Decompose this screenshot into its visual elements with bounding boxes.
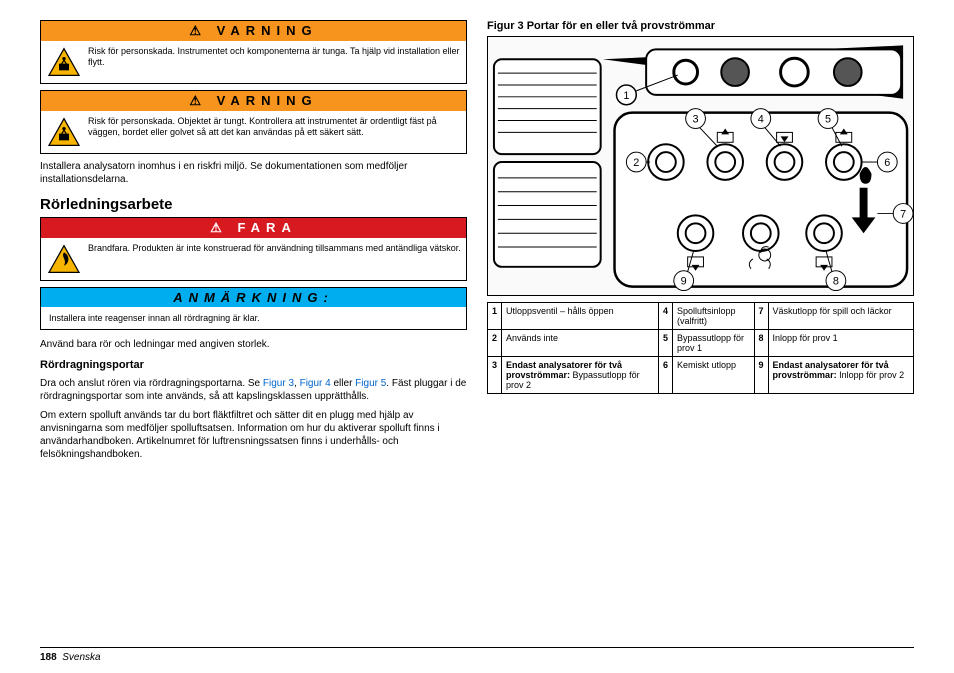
notice-header: ANMÄRKNING: <box>41 288 466 307</box>
page-language: Svenska <box>62 652 100 663</box>
ports-paragraph: Dra och anslut rören via rördragningspor… <box>40 377 467 403</box>
warning-header: ⚠ VARNING <box>41 21 466 41</box>
danger-text: Brandfara. Produkten är inte konstruerad… <box>88 243 461 254</box>
warning-box-1: ⚠ VARNING Risk för personskada. Instrume… <box>40 20 467 84</box>
subsection-heading-ports: Rördragningsportar <box>40 359 467 371</box>
notice-box: ANMÄRKNING: Installera inte reagenser in… <box>40 287 467 330</box>
warning-text: Risk för personskada. Instrumentet och k… <box>88 46 461 69</box>
page-footer: 188 Svenska <box>40 647 914 663</box>
svg-text:3: 3 <box>693 114 699 126</box>
warning-header: ⚠ VARNING <box>41 91 466 111</box>
danger-header: ⚠ FARA <box>41 218 466 238</box>
figure-3-diagram: 1 <box>487 36 914 296</box>
warning-box-2: ⚠ VARNING Risk för personskada. Objektet… <box>40 90 467 154</box>
svg-text:9: 9 <box>681 276 687 288</box>
warning-text: Risk för personskada. Objektet är tungt.… <box>88 116 461 139</box>
fire-hazard-icon <box>46 243 82 275</box>
install-text: Installera analysatorn inomhus i en risk… <box>40 160 467 186</box>
figure-title: Figur 3 Portar för en eller två provströ… <box>487 20 914 32</box>
purge-air-paragraph: Om extern spolluft används tar du bort f… <box>40 409 467 461</box>
link-figure-3[interactable]: Figur 3 <box>263 378 294 389</box>
svg-text:4: 4 <box>758 114 764 126</box>
figure-legend-table: 1Utloppsventil – hålls öppen 4Spolluftsi… <box>487 302 914 394</box>
svg-text:5: 5 <box>825 114 831 126</box>
heavy-object-icon <box>46 46 82 78</box>
pipe-size-text: Använd bara rör och ledningar med angive… <box>40 338 467 351</box>
svg-text:6: 6 <box>884 157 890 169</box>
notice-text: Installera inte reagenser innan all rörd… <box>41 307 466 329</box>
right-column: Figur 3 Portar för en eller två provströ… <box>487 20 914 647</box>
table-row: 3Endast analysatorer för två provströmma… <box>488 357 914 394</box>
danger-box: ⚠ FARA Brandfara. Produkten är inte kons… <box>40 217 467 281</box>
table-row: 2Används inte 5Bypassutlopp för prov 1 8… <box>488 330 914 357</box>
link-figure-4[interactable]: Figur 4 <box>300 378 331 389</box>
svg-text:8: 8 <box>833 276 839 288</box>
link-figure-5[interactable]: Figur 5 <box>355 378 386 389</box>
table-row: 1Utloppsventil – hålls öppen 4Spolluftsi… <box>488 303 914 330</box>
svg-text:1: 1 <box>623 90 629 102</box>
svg-text:7: 7 <box>900 208 906 220</box>
section-heading-plumbing: Rörledningsarbete <box>40 196 467 213</box>
page-number: 188 <box>40 652 57 663</box>
svg-text:2: 2 <box>633 157 639 169</box>
heavy-object-icon <box>46 116 82 148</box>
left-column: ⚠ VARNING Risk för personskada. Instrume… <box>40 20 467 647</box>
